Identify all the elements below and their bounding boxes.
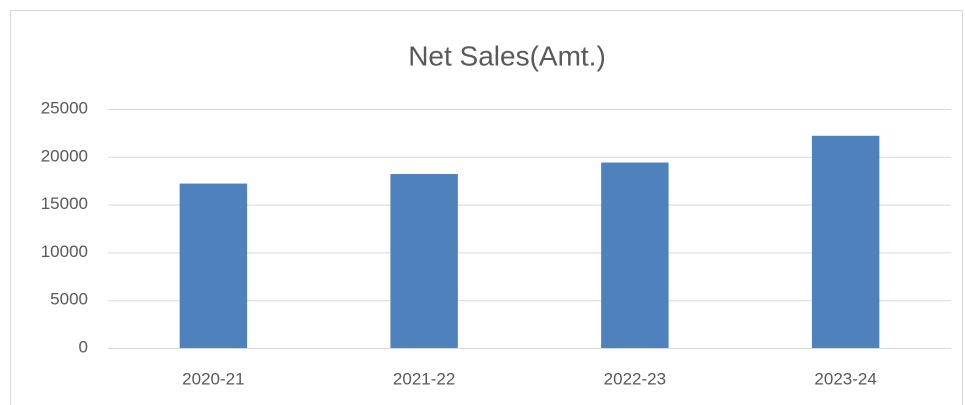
y-tick-label: 0	[79, 337, 88, 356]
x-tick-label: 2020-21	[182, 369, 244, 388]
y-tick-label: 25000	[41, 98, 88, 117]
chart-title: Net Sales(Amt.)	[408, 40, 606, 71]
y-tick-label: 5000	[50, 290, 88, 309]
y-tick-label: 15000	[41, 194, 88, 213]
x-tick-label: 2022-23	[604, 369, 666, 388]
bar	[179, 183, 248, 348]
chart-frame	[10, 10, 963, 405]
y-tick-label: 20000	[41, 146, 88, 165]
bar	[811, 135, 880, 348]
bar	[601, 162, 669, 348]
x-tick-label: 2021-22	[393, 369, 455, 388]
x-tick-label: 2023-24	[814, 369, 876, 388]
bar	[390, 174, 458, 348]
y-tick-label: 10000	[41, 242, 88, 261]
